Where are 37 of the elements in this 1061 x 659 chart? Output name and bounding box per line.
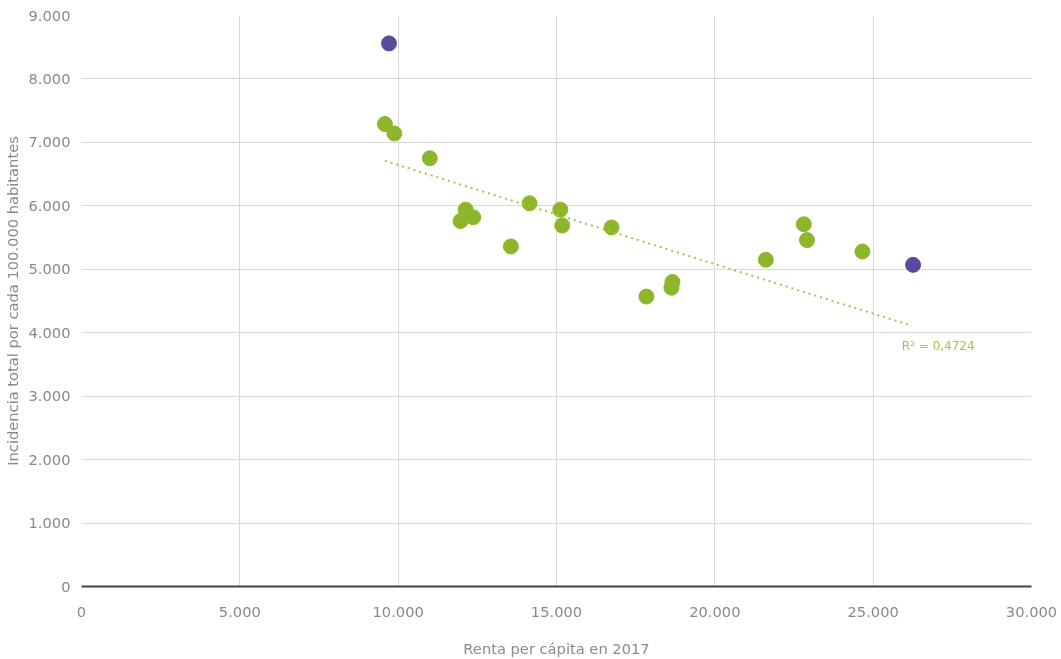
point <box>521 195 538 212</box>
y-tick-label: 8.000 <box>28 69 71 87</box>
point <box>603 219 620 236</box>
point <box>380 35 397 52</box>
x-tick-label: 0 <box>76 602 87 620</box>
point <box>854 243 871 260</box>
y-tick-label: 6.000 <box>28 196 71 214</box>
point <box>905 256 922 273</box>
point <box>421 150 438 167</box>
x-tick-label: 25.000 <box>847 602 899 620</box>
y-tick-label: 7.000 <box>28 133 71 151</box>
point <box>376 116 393 132</box>
point <box>554 217 571 234</box>
y-tick-label: 3.000 <box>28 387 71 405</box>
x-tick-label: 20.000 <box>689 602 741 620</box>
point <box>757 251 774 268</box>
point <box>798 232 815 249</box>
point <box>552 201 569 218</box>
point <box>638 288 655 305</box>
x-tick-label: 15.000 <box>530 602 583 620</box>
point <box>502 238 519 255</box>
y-tick-label: 0 <box>61 577 71 595</box>
y-tick-label: 9.000 <box>28 6 71 24</box>
x-axis-title: Renta per cápita en 2017 <box>463 639 650 657</box>
x-tick-label: 10.000 <box>372 602 424 620</box>
x-tick-label: 30.000 <box>1005 602 1058 620</box>
y-tick-label: 1.000 <box>28 514 71 532</box>
y-axis-title: Incidencia total por cada 100.000 habitantes <box>3 136 21 466</box>
point <box>386 125 403 142</box>
y-tick-label: 4.000 <box>28 323 71 341</box>
x-tick-label: 5.000 <box>218 602 261 620</box>
point <box>452 213 469 230</box>
annotation: R² = 0,4724 <box>901 338 975 353</box>
point <box>795 216 812 233</box>
point <box>465 209 482 226</box>
y-tick-label: 2.000 <box>28 450 71 468</box>
y-tick-label: 5.000 <box>28 260 71 278</box>
